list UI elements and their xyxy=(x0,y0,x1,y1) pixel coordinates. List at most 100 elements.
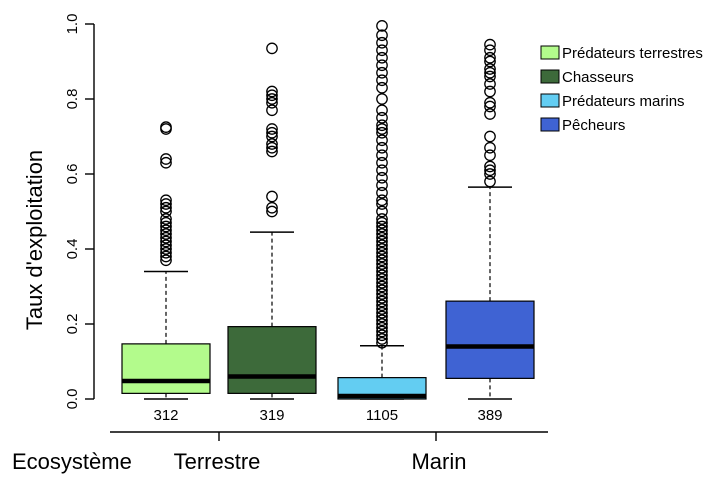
outlier-point xyxy=(376,81,388,94)
outlier-point xyxy=(266,96,278,109)
outlier-point xyxy=(376,321,388,334)
legend-swatch xyxy=(540,117,560,132)
outlier-point xyxy=(376,93,388,105)
y-tick-label: 0.8 xyxy=(64,89,81,110)
outlier-point xyxy=(266,201,278,214)
legend: Prédateurs terrestres Chasseurs Prédateurs… xyxy=(540,45,703,134)
outlier-point xyxy=(376,205,388,218)
outlier-point xyxy=(376,295,388,308)
outlier-point xyxy=(376,306,388,319)
outlier-point xyxy=(376,29,388,42)
legend-item: Prédateurs marins xyxy=(540,93,685,110)
legend-label: Pêcheurs xyxy=(562,117,625,134)
outlier-point xyxy=(160,239,172,252)
outlier-point xyxy=(484,63,496,75)
outlier-point xyxy=(376,239,388,252)
outlier-point xyxy=(376,273,388,285)
group-label: Terrestre xyxy=(174,449,261,474)
legend-item: Chasseurs xyxy=(540,69,634,86)
outlier-point xyxy=(484,44,496,57)
outlier-point xyxy=(484,130,496,143)
sample-count: 312 xyxy=(153,407,178,424)
outlier-point xyxy=(376,51,388,64)
outlier-point xyxy=(376,186,388,199)
outlier-point xyxy=(376,291,388,304)
outlier-point xyxy=(376,59,388,72)
outlier-point xyxy=(376,66,388,79)
outlier-point xyxy=(376,284,388,297)
outlier-point xyxy=(484,55,496,68)
x-axis: Terrestre Marin xyxy=(110,431,548,474)
outlier-point xyxy=(376,325,388,338)
outlier-point xyxy=(266,145,278,158)
outlier-point xyxy=(484,175,496,188)
outlier-point xyxy=(160,250,172,263)
sample-count: 389 xyxy=(477,407,502,424)
outlier-point xyxy=(484,168,496,180)
outlier-point xyxy=(376,111,388,124)
y-axis: 0.0 0.2 0.4 0.6 0.8 1.0 xyxy=(64,14,95,409)
outlier-point xyxy=(376,149,388,162)
outlier-point xyxy=(376,336,388,349)
y-tick-label: 0.4 xyxy=(64,239,81,260)
outlier-point xyxy=(376,288,388,300)
legend-swatch xyxy=(540,45,560,60)
iqr-box xyxy=(337,377,427,400)
outlier-point xyxy=(376,134,388,147)
outlier-point xyxy=(376,276,388,289)
outlier-point xyxy=(376,74,388,87)
outlier-point xyxy=(376,254,388,267)
outlier-point xyxy=(160,153,172,165)
outlier-point xyxy=(160,205,172,218)
y-tick-label: 0.6 xyxy=(64,164,81,185)
outlier-point xyxy=(376,216,388,229)
outlier-point xyxy=(376,265,388,278)
legend-swatch xyxy=(540,93,560,108)
y-tick-label: 1.0 xyxy=(64,14,81,35)
outlier-point xyxy=(160,228,172,240)
outlier-point xyxy=(160,246,172,259)
outlier-point xyxy=(376,314,388,327)
outlier-point xyxy=(484,51,496,64)
outlier-point xyxy=(160,194,172,207)
iqr-box xyxy=(121,343,211,394)
iqr-box xyxy=(227,326,317,394)
box-plot-series: 312 319 1105 389 xyxy=(121,20,535,424)
outlier-point xyxy=(484,70,496,83)
outlier-point xyxy=(376,228,388,240)
box-3: 1105 xyxy=(337,20,427,424)
sample-count: 1105 xyxy=(366,407,398,424)
outlier-point xyxy=(266,126,278,139)
outlier-point xyxy=(376,198,388,210)
outlier-point xyxy=(160,213,172,225)
legend-label: Chasseurs xyxy=(562,69,634,86)
outlier-point xyxy=(484,149,496,162)
outlier-point xyxy=(484,38,496,51)
outlier-point xyxy=(160,254,172,267)
outlier-point xyxy=(376,299,388,312)
outlier-point xyxy=(376,20,388,32)
legend-label: Prédateurs terrestres xyxy=(562,45,703,62)
outlier-point xyxy=(376,220,388,233)
outlier-point xyxy=(376,310,388,323)
legend-label: Prédateurs marins xyxy=(562,93,685,110)
ecosystem-label: Ecosystème xyxy=(12,449,132,474)
outlier-point xyxy=(484,160,496,173)
outlier-point xyxy=(266,205,278,218)
outlier-point xyxy=(376,224,388,237)
outlier-point xyxy=(376,231,388,244)
outlier-point xyxy=(376,303,388,315)
outlier-point xyxy=(376,126,388,139)
box-1: 312 xyxy=(121,121,211,424)
sample-count: 319 xyxy=(259,407,284,424)
outlier-point xyxy=(266,138,278,150)
outlier-point xyxy=(266,104,278,117)
outlier-point xyxy=(266,141,278,154)
outlier-point xyxy=(376,104,388,117)
outlier-point xyxy=(376,36,388,49)
outlier-point xyxy=(266,130,278,143)
outlier-point xyxy=(376,156,388,169)
outlier-point xyxy=(160,198,172,210)
outlier-point xyxy=(376,280,388,293)
